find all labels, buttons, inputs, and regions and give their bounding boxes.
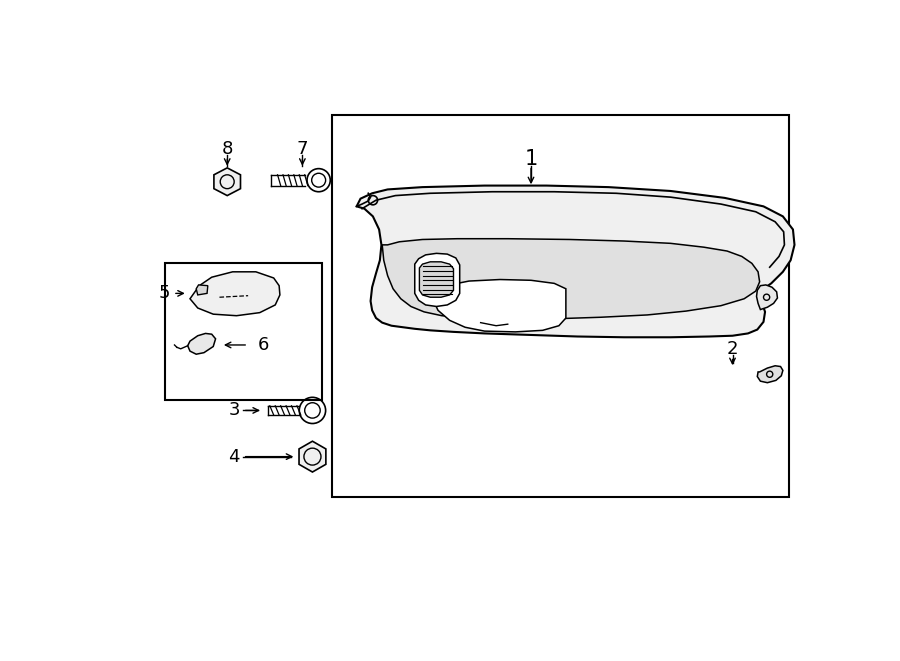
Text: 4: 4 [229, 447, 240, 465]
Polygon shape [190, 272, 280, 316]
Bar [332, 115, 789, 496]
Polygon shape [214, 168, 240, 196]
Text: 3: 3 [229, 401, 240, 420]
Text: 5: 5 [158, 284, 170, 302]
Polygon shape [382, 239, 760, 319]
Text: 7: 7 [297, 139, 308, 157]
Polygon shape [299, 442, 326, 472]
Text: 2: 2 [727, 340, 738, 358]
Polygon shape [356, 186, 795, 337]
Bar [165, 262, 322, 400]
Polygon shape [434, 280, 566, 332]
Polygon shape [757, 285, 778, 309]
Text: 6: 6 [258, 336, 269, 354]
Polygon shape [415, 253, 460, 307]
Polygon shape [188, 333, 216, 354]
Text: 8: 8 [221, 139, 233, 157]
Polygon shape [757, 366, 783, 383]
Polygon shape [419, 262, 454, 297]
Text: 1: 1 [525, 149, 537, 169]
Polygon shape [196, 285, 208, 295]
